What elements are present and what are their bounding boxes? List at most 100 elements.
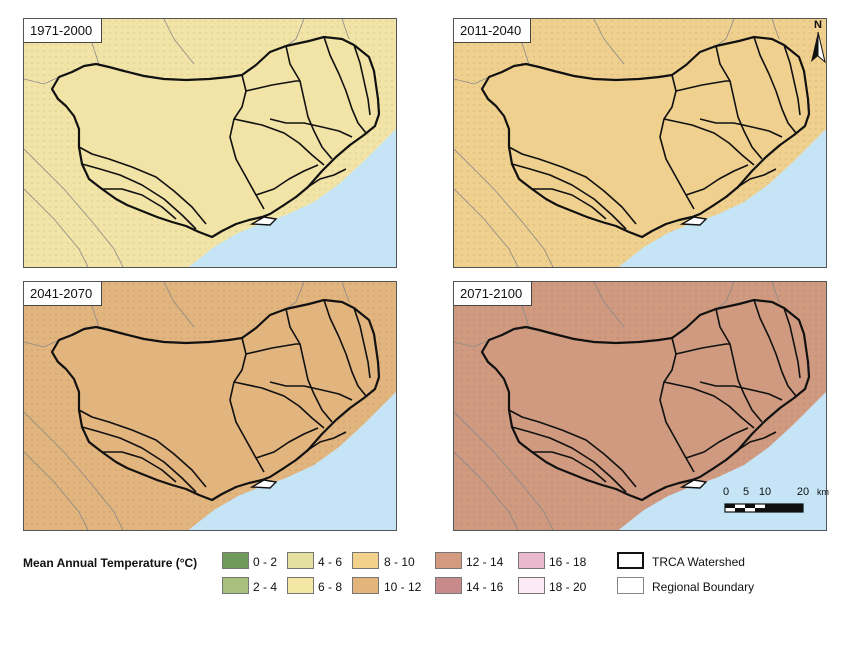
subwatershed-boundary <box>269 381 353 401</box>
legend-swatch-4-6 <box>287 552 314 569</box>
regional-boundary-line <box>454 411 554 530</box>
subwatershed-boundary <box>233 118 325 166</box>
subwatershed-boundary <box>659 74 695 210</box>
legend-label-0-2: 0 - 2 <box>253 555 278 569</box>
regional-boundary-line <box>341 282 350 303</box>
subwatershed-boundary <box>508 146 637 225</box>
subwatershed-boundary <box>675 80 730 92</box>
map-svg <box>454 19 826 267</box>
subwatershed-boundary <box>323 36 367 134</box>
legend-swatch-14-16 <box>435 577 462 594</box>
map-svg <box>24 19 396 267</box>
panel-title: 2011-2040 <box>454 19 532 43</box>
subwatershed-boundary <box>269 118 353 138</box>
scale-unit: km <box>817 487 829 497</box>
regional-boundary-line <box>715 19 735 47</box>
legend-swatch-12-14 <box>435 552 462 569</box>
subwatershed-boundary <box>229 74 265 210</box>
lake-ontario <box>188 129 396 267</box>
regional-boundary-line <box>454 451 519 530</box>
map-panel-2041-2070: 2041-2070 <box>23 281 397 531</box>
regional-boundary-line <box>285 282 305 310</box>
regional-boundary-line <box>454 148 554 267</box>
subwatershed-boundary <box>285 45 333 160</box>
regional-boundary-line <box>24 411 124 530</box>
regional-boundary-line <box>454 76 490 85</box>
toronto-islands <box>679 216 708 226</box>
legend-swatch-18-20 <box>518 577 545 594</box>
subwatershed-boundary <box>245 343 300 355</box>
subwatershed-boundary <box>685 164 749 196</box>
panel-title: 1971-2000 <box>24 19 103 43</box>
legend-swatch-regional-boundary <box>617 577 644 594</box>
regional-boundary-line <box>24 76 60 85</box>
subwatershed-boundary <box>102 451 177 483</box>
panel-title: 2071-2100 <box>454 282 533 306</box>
legend-label-12-14: 12 - 14 <box>466 555 504 569</box>
subwatershed-boundary <box>233 381 325 429</box>
scale-tick-0: 0 <box>723 486 729 498</box>
panel-title: 2041-2070 <box>24 282 103 306</box>
subwatershed-boundary <box>675 343 730 355</box>
regional-boundary-line <box>593 282 625 328</box>
subwatershed-boundary <box>245 80 300 92</box>
subwatershed-boundary <box>699 118 783 138</box>
toronto-islands <box>679 479 708 489</box>
legend-label-16-18: 16 - 18 <box>549 555 587 569</box>
legend-swatch-0-2 <box>222 552 249 569</box>
scale-tick-5: 5 <box>743 486 749 498</box>
subwatershed-boundary <box>307 431 347 451</box>
regional-boundary-line <box>24 148 124 267</box>
map-svg <box>454 282 826 530</box>
legend-swatch-8-10 <box>352 552 379 569</box>
subwatershed-boundary <box>532 451 607 483</box>
lake-ontario <box>188 392 396 530</box>
regional-boundary-line <box>163 282 195 328</box>
subwatershed-boundary <box>663 118 755 166</box>
subwatershed-boundary <box>323 299 367 397</box>
regional-boundary-line <box>454 188 519 267</box>
legend-title: Mean Annual Temperature (°C) <box>23 556 198 570</box>
regional-boundary-line <box>341 19 350 40</box>
scale-bar: 0 5 10 20 km <box>723 482 833 518</box>
north-arrow-icon: N <box>808 18 828 64</box>
subwatershed-boundary <box>737 431 777 451</box>
map-panel-1971-2000: 1971-2000 <box>23 18 397 268</box>
subwatershed-boundary <box>663 381 755 429</box>
legend-swatch-6-8 <box>287 577 314 594</box>
regional-boundary-line <box>24 451 89 530</box>
legend-label-8-10: 8 - 10 <box>384 555 415 569</box>
subwatershed-boundary <box>81 426 197 493</box>
subwatershed-boundary <box>715 45 763 160</box>
subwatershed-boundary <box>353 44 371 116</box>
regional-boundary-line <box>163 19 195 65</box>
subwatershed-boundary <box>699 381 783 401</box>
subwatershed-boundary <box>102 188 177 220</box>
legend-label-18-20: 18 - 20 <box>549 580 587 594</box>
subwatershed-boundary <box>285 308 333 423</box>
toronto-islands <box>249 216 278 226</box>
legend-label-2-4: 2 - 4 <box>253 580 278 594</box>
regional-boundary-line <box>454 339 490 348</box>
subwatershed-boundary <box>255 164 319 196</box>
subwatershed-boundary <box>81 163 197 230</box>
regional-boundary-line <box>715 282 735 310</box>
subwatershed-boundary <box>783 307 801 379</box>
regional-boundary-line <box>285 19 305 47</box>
subwatershed-boundary <box>715 308 763 423</box>
scale-tick-20: 20 <box>797 486 809 498</box>
legend-label-6-8: 6 - 8 <box>318 580 343 594</box>
legend-label-10-12: 10 - 12 <box>384 580 422 594</box>
regional-boundary-line <box>24 339 60 348</box>
legend-swatch-16-18 <box>518 552 545 569</box>
subwatershed-boundary <box>255 427 319 459</box>
regional-boundary-line <box>593 19 625 65</box>
subwatershed-boundary <box>508 409 637 488</box>
subwatershed-boundary <box>659 337 695 473</box>
subwatershed-boundary <box>753 299 797 397</box>
legend-label-14-16: 14 - 16 <box>466 580 504 594</box>
subwatershed-boundary <box>78 409 207 488</box>
legend-swatch-trca-watershed <box>617 552 644 569</box>
toronto-islands <box>249 479 278 489</box>
subwatershed-boundary <box>511 163 627 230</box>
